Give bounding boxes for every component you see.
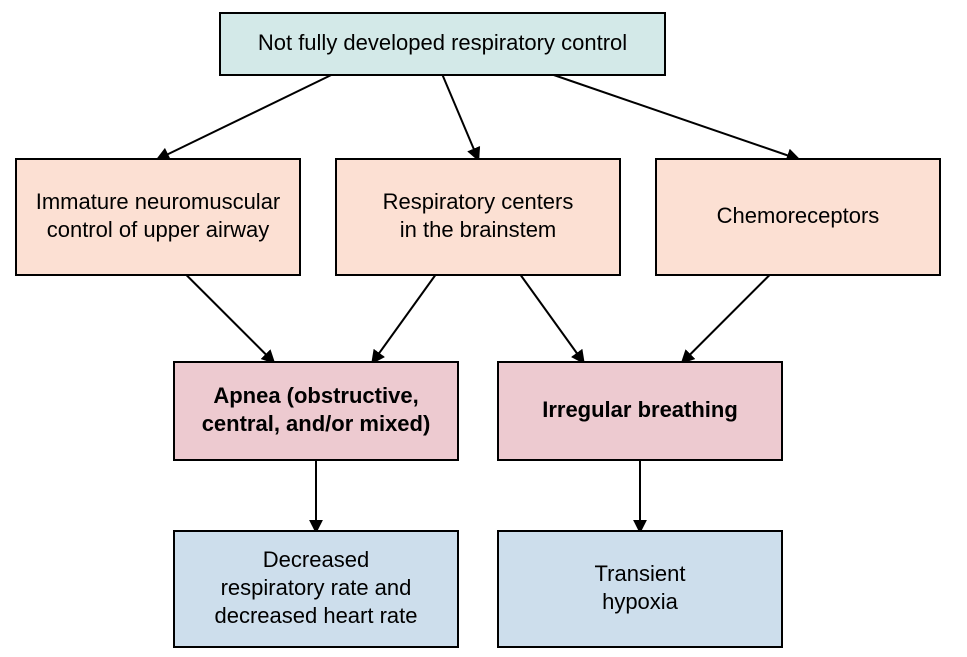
edges-layer — [158, 75, 798, 531]
flowchart: Not fully developed respiratory control I… — [0, 0, 967, 657]
node-decreased-label-line-2: decreased heart rate — [214, 603, 417, 628]
node-apnea-label-line-0: Apnea (obstructive, — [213, 383, 418, 408]
edge-centers-to-apnea — [373, 275, 436, 362]
edge-root-to-chemo — [554, 75, 798, 159]
node-centers-label-line-0: Respiratory centers — [383, 189, 574, 214]
node-decreased: Decreased respiratory rate and decreased h… — [174, 531, 458, 647]
node-centers: Respiratory centers in the brainstem — [336, 159, 620, 275]
node-chemo: Chemoreceptors — [656, 159, 940, 275]
node-decreased-label-line-0: Decreased — [263, 547, 369, 572]
edge-centers-to-irregular — [521, 275, 584, 362]
node-immature-label-line-0: Immature neuromuscular — [36, 189, 281, 214]
node-irregular: Irregular breathing — [498, 362, 782, 460]
node-centers-label-line-1: in the brainstem — [400, 217, 557, 242]
node-root-label-line-0: Not fully developed respiratory control — [258, 30, 627, 55]
node-decreased-label-line-1: respiratory rate and — [221, 575, 412, 600]
node-apnea: Apnea (obstructive, central, and/or mixed… — [174, 362, 458, 460]
node-apnea-label-line-1: central, and/or mixed) — [202, 411, 431, 436]
node-transient-label-line-1: hypoxia — [602, 589, 679, 614]
nodes-layer: Not fully developed respiratory control I… — [16, 13, 940, 647]
node-irregular-label-line-0: Irregular breathing — [542, 397, 738, 422]
edge-immature-to-apnea — [186, 275, 273, 362]
node-immature: Immature neuromuscular control of upper a… — [16, 159, 300, 275]
node-root: Not fully developed respiratory control — [220, 13, 665, 75]
node-immature-label-line-1: control of upper airway — [47, 217, 270, 242]
node-chemo-label-line-0: Chemoreceptors — [717, 203, 880, 228]
edge-root-to-centers — [443, 75, 479, 159]
edge-root-to-immature — [158, 75, 331, 159]
edge-chemo-to-irregular — [683, 275, 770, 362]
node-transient-label-line-0: Transient — [595, 561, 686, 586]
node-transient: Transient hypoxia — [498, 531, 782, 647]
